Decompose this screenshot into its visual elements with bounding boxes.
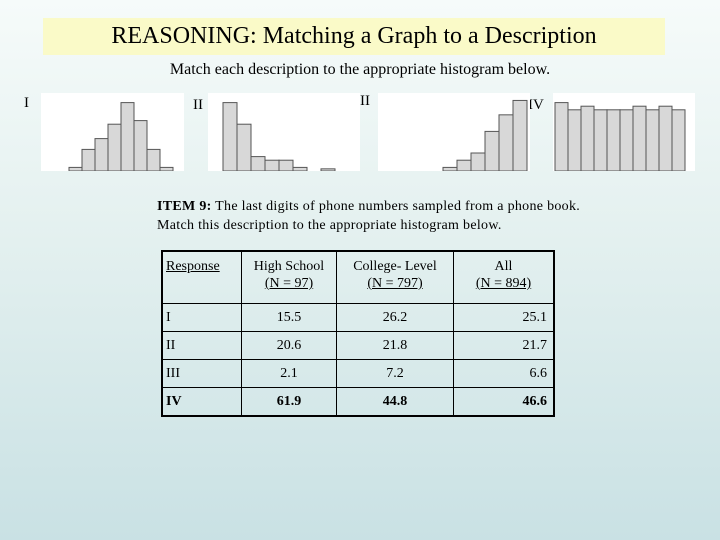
histogram-bar [456, 159, 472, 171]
page-title: REASONING: Matching a Graph to a Descrip… [111, 23, 597, 49]
item-text: The last digits of phone numbers sampled… [157, 199, 581, 233]
histogram-label-i: I [24, 95, 29, 111]
table-row: IV 61.9 44.8 46.6 [162, 387, 554, 416]
histogram-label-iv: IV [528, 97, 544, 113]
histogram-bar [94, 138, 109, 171]
table-header-row: Response High School (N = 97) College- Le… [162, 251, 554, 304]
header-high-school: High School (N = 97) [241, 251, 337, 304]
histogram-i [41, 93, 184, 171]
histogram-bar [554, 102, 569, 171]
header-response: Response [162, 251, 242, 304]
row-high-school: 20.6 [241, 331, 337, 360]
table-row: III 2.1 7.2 6.6 [162, 359, 554, 388]
row-college-level: 7.2 [336, 359, 454, 388]
row-response: II [162, 331, 242, 360]
histogram-bar [498, 114, 514, 171]
row-all: 21.7 [453, 331, 554, 360]
row-college-level: 26.2 [336, 303, 454, 332]
histogram-bar [222, 102, 238, 171]
histogram-bar [470, 152, 486, 171]
row-all: 25.1 [453, 303, 554, 332]
histogram-bar [658, 105, 673, 171]
table-row: I 15.5 26.2 25.1 [162, 303, 554, 332]
row-all: 6.6 [453, 359, 554, 388]
histogram-iii [378, 93, 530, 171]
histogram-bar [264, 159, 280, 171]
item-description: ITEM 9: The last digits of phone numbers… [157, 197, 597, 235]
title-banner: REASONING: Matching a Graph to a Descrip… [43, 18, 665, 55]
histogram-bar [250, 156, 266, 171]
row-response: I [162, 303, 242, 332]
histogram-bar [68, 166, 83, 171]
row-high-school: 61.9 [241, 387, 337, 416]
row-high-school: 2.1 [241, 359, 337, 388]
header-college-level: College- Level (N = 797) [336, 251, 454, 304]
histogram-bar [632, 105, 647, 171]
histogram-bar [146, 148, 161, 171]
histogram-bar [320, 168, 336, 171]
row-all: 46.6 [453, 387, 554, 416]
table-row: II 20.6 21.8 21.7 [162, 331, 554, 360]
histogram-bar [107, 123, 122, 171]
histogram-bar [292, 166, 308, 171]
row-college-level: 44.8 [336, 387, 454, 416]
histogram-ii [208, 93, 360, 171]
histogram-bar [278, 159, 294, 171]
row-response: III [162, 359, 242, 388]
histogram-bar [81, 148, 96, 171]
histogram-bar [580, 105, 595, 171]
histogram-bar [645, 109, 660, 171]
histogram-bar [159, 166, 174, 171]
row-response: IV [162, 387, 242, 416]
histogram-bar [484, 130, 500, 171]
row-high-school: 15.5 [241, 303, 337, 332]
histogram-label-ii: II [193, 97, 203, 113]
histogram-bar [606, 109, 621, 171]
histogram-bar [236, 123, 252, 171]
response-table: Response High School (N = 97) College- Le… [161, 250, 555, 417]
histogram-bar [567, 109, 582, 171]
header-all: All (N = 894) [475, 259, 532, 291]
histogram-bar [120, 102, 135, 171]
row-college-level: 21.8 [336, 331, 454, 360]
histogram-bar [593, 109, 608, 171]
histogram-bar [442, 166, 458, 171]
item-number: ITEM 9: [157, 199, 212, 214]
histogram-iv [553, 93, 695, 171]
histogram-bar [619, 109, 634, 171]
histogram-bar [512, 99, 528, 171]
histogram-bar [133, 120, 148, 171]
histogram-bar [671, 109, 686, 171]
instructions: Match each description to the appropriat… [169, 61, 551, 78]
